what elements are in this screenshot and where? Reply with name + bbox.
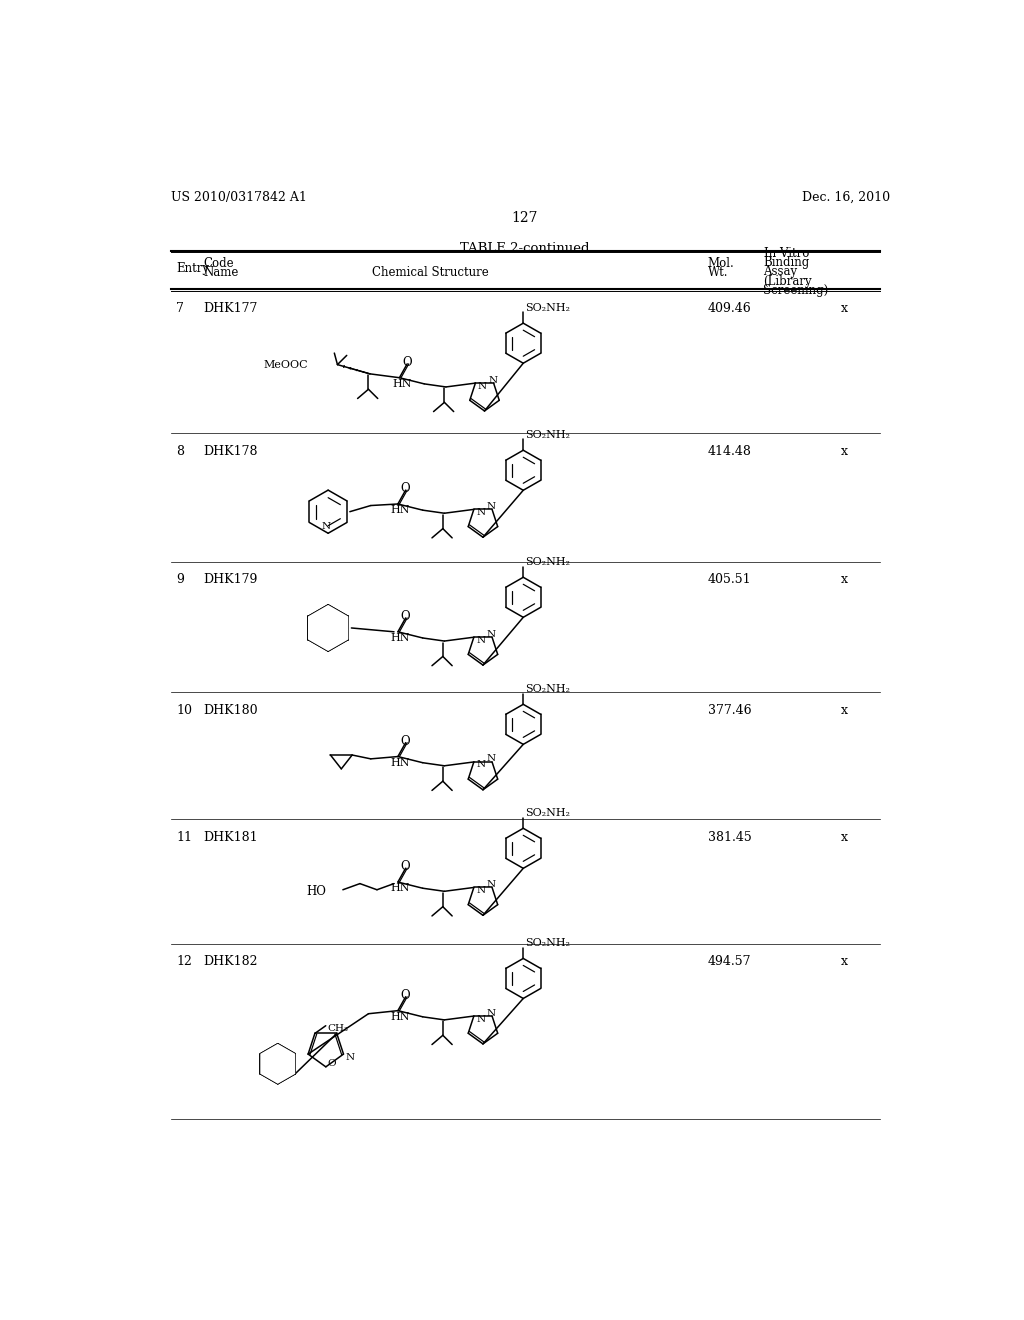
Text: N: N (486, 755, 496, 763)
Text: DHK179: DHK179 (203, 573, 258, 586)
Text: 8: 8 (176, 445, 184, 458)
Text: 381.45: 381.45 (708, 830, 752, 843)
Text: SO₂NH₂: SO₂NH₂ (524, 684, 569, 694)
Text: 10: 10 (176, 704, 193, 717)
Text: DHK181: DHK181 (203, 830, 258, 843)
Text: 377.46: 377.46 (708, 704, 752, 717)
Text: SO₂NH₂: SO₂NH₂ (524, 939, 569, 948)
Text: CH₃: CH₃ (328, 1024, 348, 1034)
Text: N: N (476, 760, 485, 770)
Text: O: O (400, 861, 411, 873)
Text: HN: HN (391, 1012, 411, 1022)
Text: O: O (400, 989, 411, 1002)
Text: 405.51: 405.51 (708, 573, 752, 586)
Text: Chemical Structure: Chemical Structure (372, 267, 488, 280)
Text: N: N (476, 1015, 485, 1023)
Text: O: O (328, 1060, 336, 1068)
Polygon shape (260, 1044, 295, 1084)
Text: N: N (486, 1008, 496, 1018)
Text: Entry: Entry (176, 263, 209, 276)
Text: HN: HN (391, 883, 411, 894)
Text: 9: 9 (176, 573, 184, 586)
Text: Name: Name (203, 267, 239, 280)
Polygon shape (308, 605, 348, 651)
Text: HN: HN (391, 634, 411, 643)
Text: 494.57: 494.57 (708, 956, 752, 969)
Text: Mol.: Mol. (708, 257, 734, 271)
Text: SO₂NH₂: SO₂NH₂ (524, 557, 569, 566)
Text: O: O (400, 735, 411, 747)
Text: O: O (402, 356, 412, 368)
Text: DHK177: DHK177 (203, 302, 258, 315)
Text: Code: Code (203, 257, 233, 271)
Text: x: x (841, 302, 848, 315)
Text: O: O (400, 482, 411, 495)
Text: x: x (841, 573, 848, 586)
Text: DHK180: DHK180 (203, 704, 258, 717)
Text: SO₂NH₂: SO₂NH₂ (524, 430, 569, 440)
Text: TABLE 2-continued: TABLE 2-continued (460, 242, 590, 255)
Text: N: N (476, 508, 485, 517)
Text: N: N (476, 636, 485, 644)
Text: Binding: Binding (764, 256, 810, 269)
Text: x: x (841, 830, 848, 843)
Text: In Vitro: In Vitro (764, 247, 809, 260)
Text: HN: HN (392, 379, 412, 389)
Text: US 2010/0317842 A1: US 2010/0317842 A1 (171, 191, 306, 203)
Text: 127: 127 (512, 211, 538, 224)
Text: 414.48: 414.48 (708, 445, 752, 458)
Text: Assay: Assay (764, 265, 798, 279)
Text: N: N (345, 1052, 354, 1061)
Text: Wt.: Wt. (708, 267, 728, 280)
Text: 409.46: 409.46 (708, 302, 752, 315)
Text: N: N (486, 502, 496, 511)
Text: HN: HN (391, 758, 411, 768)
Text: DHK178: DHK178 (203, 445, 258, 458)
Text: N: N (488, 376, 498, 384)
Text: 7: 7 (176, 302, 184, 315)
Text: Screening): Screening) (764, 284, 828, 297)
Text: N: N (486, 880, 496, 888)
Text: 11: 11 (176, 830, 193, 843)
Text: (Library: (Library (764, 275, 812, 288)
Text: x: x (841, 956, 848, 969)
Text: x: x (841, 445, 848, 458)
Text: MeOOC: MeOOC (263, 359, 308, 370)
Text: N: N (478, 381, 486, 391)
Text: HO: HO (306, 884, 326, 898)
Text: N: N (322, 521, 331, 531)
Text: HN: HN (391, 506, 411, 515)
Text: SO₂NH₂: SO₂NH₂ (524, 302, 569, 313)
Text: SO₂NH₂: SO₂NH₂ (524, 808, 569, 818)
Text: O: O (400, 610, 411, 623)
Text: x: x (841, 704, 848, 717)
Text: 12: 12 (176, 956, 191, 969)
Text: N: N (476, 886, 485, 895)
Text: Dec. 16, 2010: Dec. 16, 2010 (802, 191, 891, 203)
Text: N: N (486, 630, 496, 639)
Text: DHK182: DHK182 (203, 956, 258, 969)
